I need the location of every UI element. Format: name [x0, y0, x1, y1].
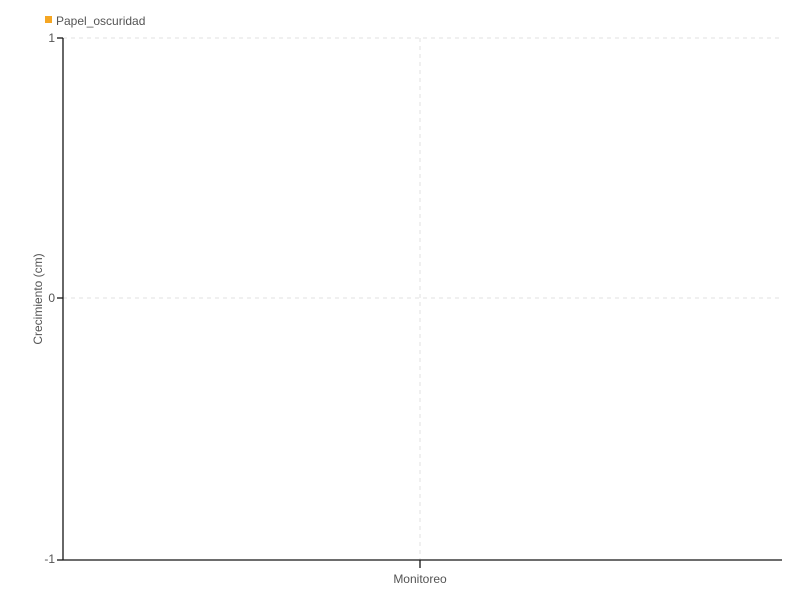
legend-item-papel-oscuridad[interactable]: Papel_oscuridad: [45, 14, 145, 28]
tick-marks: [57, 37, 421, 568]
y-tick-label-zero: 0: [48, 291, 55, 305]
legend: Papel_oscuridad: [45, 14, 145, 28]
gridlines: [63, 37, 782, 560]
legend-item-label: Papel_oscuridad: [56, 14, 145, 28]
y-tick-labels: 1 0 -1: [44, 31, 55, 566]
legend-marker-square-icon: [45, 16, 52, 23]
y-tick-label-top: 1: [48, 31, 55, 45]
axes: [62, 38, 782, 561]
y-tick-label-bottom: -1: [44, 552, 55, 566]
y-axis-title: Crecimiento (cm): [31, 253, 45, 344]
x-axis-title: Monitoreo: [393, 572, 447, 586]
